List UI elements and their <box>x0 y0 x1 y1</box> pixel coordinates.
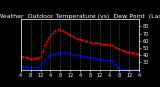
Title: Milwaukee Weather  Outdoor Temperature (vs)  Dew Point  (Last 24 Hours): Milwaukee Weather Outdoor Temperature (v… <box>0 14 160 19</box>
